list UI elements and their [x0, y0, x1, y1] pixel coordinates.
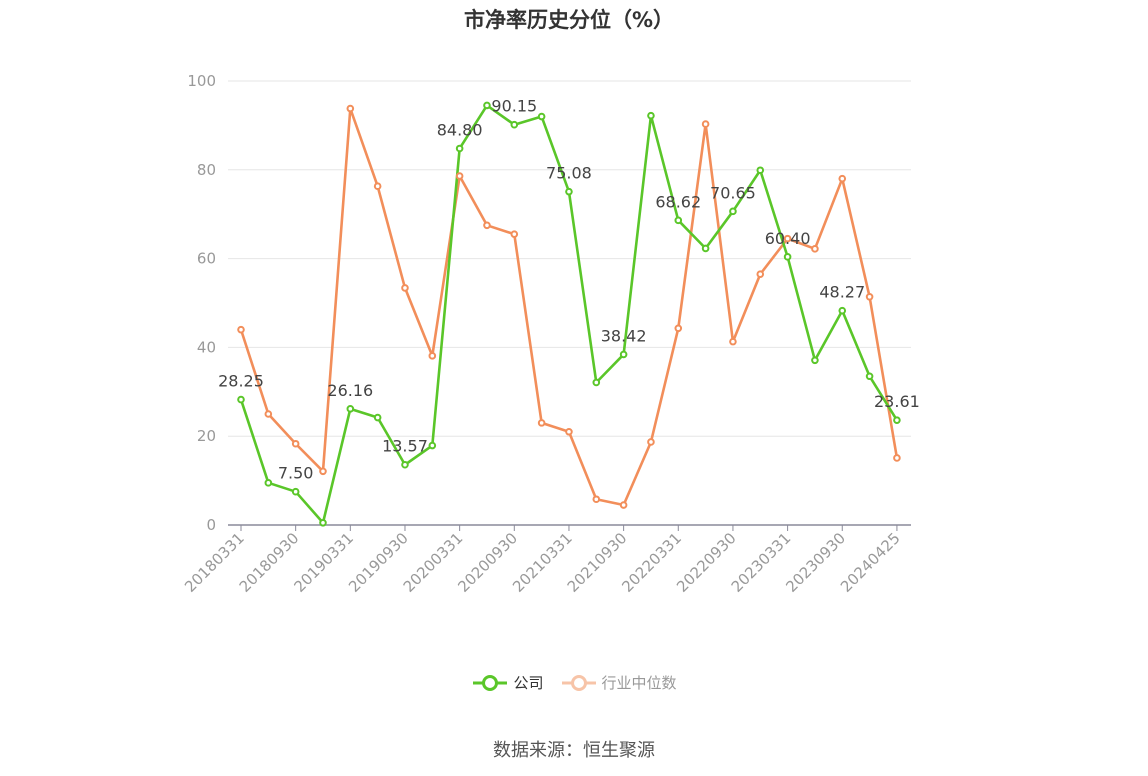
- legend-item-company[interactable]: 公司: [473, 672, 544, 693]
- data-point-s0-24: [893, 416, 901, 424]
- y-tick-label-60: 60: [197, 250, 216, 268]
- data-point-s1-20: [783, 234, 792, 243]
- data-point-s1-23: [865, 292, 874, 301]
- data-label-16: 68.62: [655, 192, 701, 211]
- x-axis: 2018033120180930201903312019093020200331…: [181, 524, 911, 596]
- data-label-4: 26.16: [327, 381, 373, 400]
- data-point-s0-4: [346, 405, 355, 413]
- y-tick-label-80: 80: [197, 161, 216, 179]
- data-point-s1-4: [346, 104, 355, 113]
- data-point-s1-6: [401, 284, 409, 292]
- data-label-22: 48.27: [819, 283, 865, 302]
- data-point-s0-5: [373, 413, 382, 422]
- data-point-s0-21: [811, 356, 819, 365]
- data-point-s1-22: [838, 174, 847, 183]
- data-point-s1-1: [264, 410, 273, 418]
- legend-item-industry[interactable]: 行业中位数: [561, 672, 677, 693]
- y-tick-label-100: 100: [187, 72, 216, 90]
- data-point-s0-13: [592, 378, 601, 387]
- data-point-s0-14: [619, 350, 628, 359]
- data-point-s0-23: [865, 372, 874, 381]
- data-point-s1-11: [537, 419, 546, 427]
- data-point-s1-12: [565, 427, 573, 436]
- data-labels: 28.25 7.50 26.16 13.57 84.80 90.15 75.08 38.42 6…: [218, 97, 920, 483]
- data-point-s1-10: [510, 230, 519, 238]
- data-point-s0-7: [428, 441, 437, 450]
- data-point-s0-10: [510, 120, 519, 129]
- data-point-s1-21: [811, 245, 819, 253]
- data-point-s1-13: [592, 495, 601, 504]
- y-tick-label-40: 40: [197, 338, 216, 356]
- data-point-s1-15: [647, 438, 655, 446]
- data-point-s0-6: [401, 460, 409, 469]
- legend-company-marker: [473, 674, 508, 691]
- data-label-18: 70.65: [710, 183, 756, 202]
- data-point-s0-12: [565, 187, 573, 196]
- data-point-s1-8: [455, 172, 464, 180]
- data-label-14: 38.42: [601, 326, 647, 345]
- data-label-6: 13.57: [382, 437, 428, 456]
- data-point-s0-3: [319, 518, 327, 527]
- data-point-s0-18: [729, 207, 737, 216]
- data-point-s1-19: [756, 270, 765, 278]
- data-point-s1-16: [674, 324, 683, 333]
- data-point-s1-18: [729, 337, 737, 346]
- series-points: [237, 101, 901, 527]
- legend: 公司 行业中位数: [0, 672, 1148, 693]
- data-source: 数据来源：恒生聚源: [493, 740, 655, 761]
- data-point-s0-8: [455, 144, 464, 153]
- data-point-s0-9: [483, 101, 491, 110]
- y-axis-ticks: 0 20 40 60 80 100: [187, 72, 216, 534]
- y-tick-label-0: 0: [206, 516, 216, 534]
- data-point-s1-14: [619, 501, 628, 509]
- legend-industry-label: 行业中位数: [601, 674, 677, 692]
- chart-title: 市净率历史分位（%）: [463, 8, 675, 32]
- data-label-10: 90.15: [491, 97, 537, 116]
- grid-lines: [228, 80, 911, 437]
- data-point-s1-24: [893, 454, 901, 462]
- data-point-s0-22: [838, 306, 847, 315]
- data-point-s0-1: [264, 479, 273, 487]
- data-label-8: 84.80: [437, 120, 483, 139]
- data-point-s1-2: [291, 439, 300, 448]
- data-label-0: 28.25: [218, 372, 264, 391]
- data-label-2: 7.50: [278, 464, 314, 483]
- data-point-s1-0: [237, 325, 245, 334]
- data-point-s0-19: [756, 166, 765, 175]
- data-point-s0-17: [701, 244, 710, 253]
- data-point-s0-20: [783, 253, 792, 261]
- data-point-s1-3: [319, 467, 327, 476]
- data-point-s0-0: [237, 395, 245, 404]
- data-point-s1-7: [428, 352, 437, 360]
- line-chart: 0 20 40 60 80 100 201803312018093020190331201…: [181, 72, 920, 596]
- data-point-s0-11: [537, 112, 546, 121]
- data-point-s0-16: [674, 216, 683, 225]
- y-tick-label-20: 20: [197, 427, 216, 445]
- legend-company-label: 公司: [513, 674, 544, 692]
- data-label-24: 23.61: [874, 392, 920, 411]
- data-point-s0-2: [291, 487, 300, 496]
- data-label-12: 75.08: [546, 164, 592, 183]
- legend-industry-marker: [561, 674, 596, 691]
- data-point-s1-17: [701, 120, 710, 128]
- data-point-s1-5: [373, 182, 382, 191]
- data-point-s1-9: [483, 221, 491, 230]
- data-label-20: 60.40: [765, 229, 811, 248]
- x-tick-label-20240425: 20240425: [837, 529, 904, 596]
- data-point-s0-15: [647, 111, 655, 120]
